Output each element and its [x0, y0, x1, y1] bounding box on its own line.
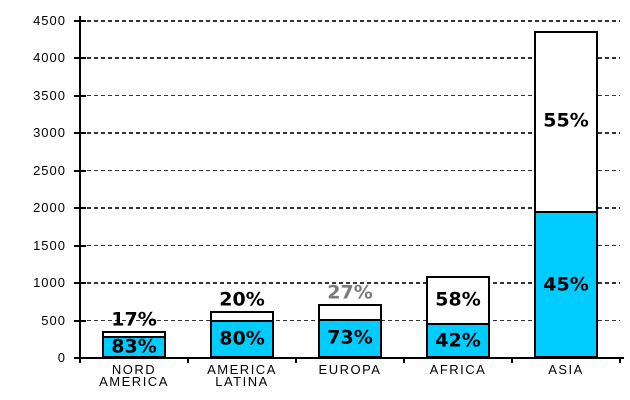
category-label-line: AMERICA	[207, 362, 277, 377]
category-label-line: AFRICA	[429, 362, 487, 377]
x-axis	[78, 357, 624, 359]
y-axis-label: 500	[41, 312, 66, 328]
y-gridline	[80, 94, 620, 97]
category-label-line: NORD	[111, 362, 157, 377]
category-label-line: AMERICA	[99, 374, 169, 389]
percent-label-upper: 58%	[435, 288, 481, 310]
bar-upper-segment	[426, 275, 490, 326]
category-label: AMERICA LATINA	[207, 362, 277, 389]
y-gridline	[80, 169, 620, 172]
percent-label-lower: 80%	[219, 327, 265, 350]
percent-label-lower: 83%	[111, 335, 157, 358]
y-axis-label: 1000	[33, 275, 66, 291]
y-axis-label: 4000	[33, 50, 66, 66]
category-label: EUROPA	[318, 362, 382, 377]
percent-label-lower: 73%	[327, 326, 373, 349]
y-axis-label: 2500	[33, 162, 66, 178]
percent-label-upper: 20%	[219, 288, 265, 311]
x-axis-tick	[187, 358, 189, 363]
percent-label-upper: 55%	[543, 109, 589, 132]
x-axis-tick	[79, 358, 81, 363]
bar-lower-segment	[318, 318, 382, 358]
x-axis-tick	[619, 358, 621, 363]
y-axis-label: 3000	[33, 125, 66, 141]
category-label-line: ASIA	[548, 362, 584, 377]
category-label-line: EUROPA	[318, 362, 382, 377]
y-gridline	[80, 282, 620, 284]
x-axis-tick	[403, 358, 405, 363]
percent-label-lower: 42%	[435, 329, 481, 352]
category-label: NORD AMERICA	[99, 362, 169, 389]
y-gridline	[80, 132, 620, 134]
bar-lower-segment	[210, 320, 274, 358]
bar-lower-segment	[102, 335, 166, 358]
y-gridline	[80, 244, 620, 247]
y-axis-label: 1500	[33, 237, 66, 253]
bar-lower-segment	[426, 323, 490, 358]
y-gridline	[80, 207, 620, 209]
category-label: ASIA	[548, 362, 584, 377]
x-axis-tick	[295, 358, 297, 363]
percent-label-upper: 27%	[327, 281, 373, 304]
x-axis-tick	[511, 358, 513, 363]
category-label: AFRICA	[429, 362, 487, 377]
bar-lower-segment	[534, 211, 598, 358]
y-axis-label: 2000	[33, 200, 66, 216]
y-axis-label: 4500	[33, 13, 66, 28]
y-axis-label: 0	[57, 350, 66, 365]
percent-label-upper: 17%	[111, 308, 157, 331]
bar-upper-segment	[534, 31, 598, 214]
y-axis-label: 3500	[33, 87, 66, 103]
category-label-line: LATINA	[215, 374, 269, 389]
y-axis	[79, 16, 81, 361]
y-gridline	[80, 57, 620, 59]
percent-label-lower: 45%	[543, 273, 589, 296]
y-gridline	[80, 20, 620, 22]
